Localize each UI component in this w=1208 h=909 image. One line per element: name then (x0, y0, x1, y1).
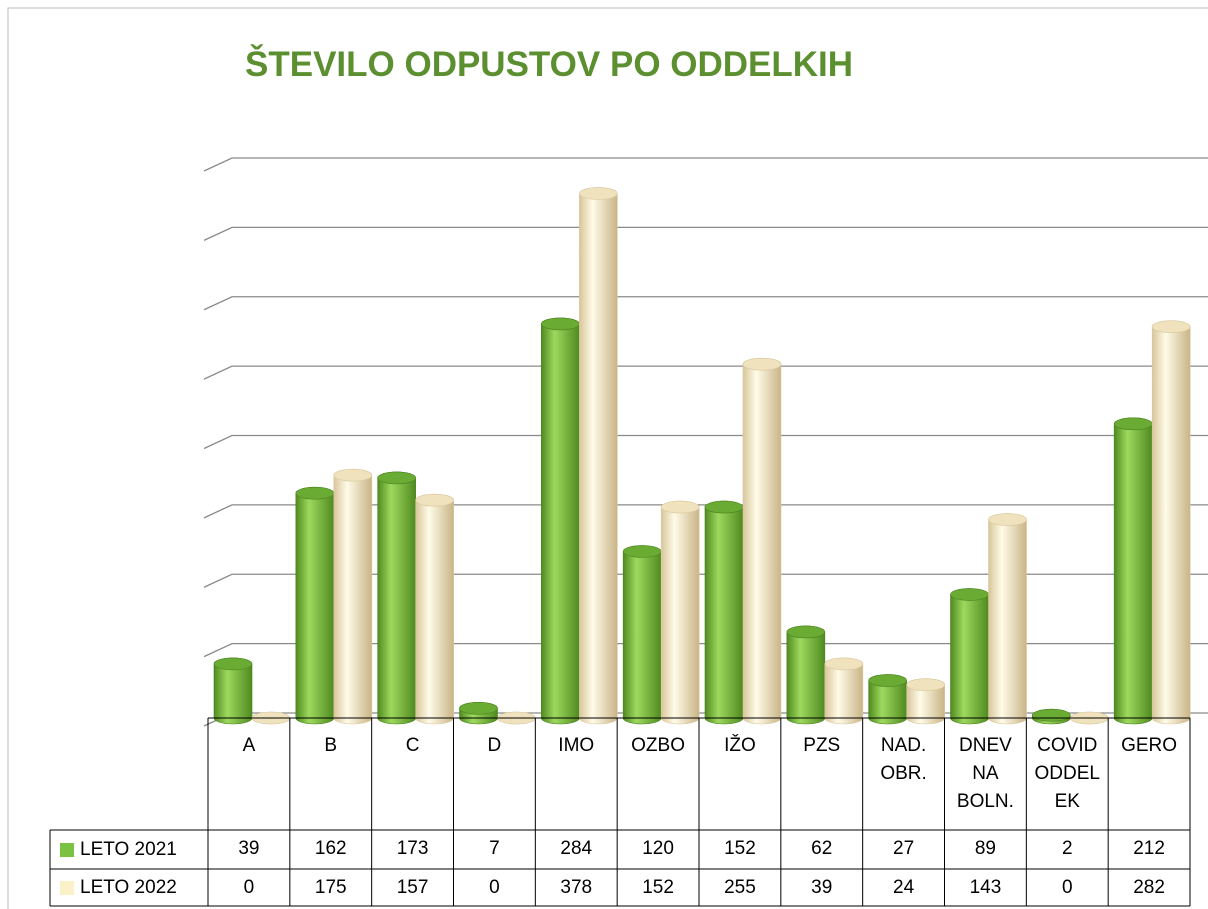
legend-swatch (60, 842, 74, 857)
bar-top (824, 657, 864, 671)
grid-line (203, 296, 1208, 311)
grid-line (203, 226, 1208, 241)
legend-label: LETO 2021 (80, 838, 177, 860)
chart-title: ŠTEVILO ODPUSTOV PO ODDELKIH (245, 44, 853, 84)
grid-line (203, 642, 1208, 658)
bar-top (415, 493, 454, 507)
bar-top (1151, 320, 1191, 334)
data-label: 157 (396, 877, 429, 898)
x-tick-label: C (405, 735, 420, 756)
legend-entry: LETO 2022 (50, 869, 208, 906)
bar-top (868, 674, 907, 687)
x-tick-label: IMO (558, 735, 595, 756)
x-tick-label: GERO (1121, 735, 1178, 756)
grid-line (203, 365, 1208, 380)
bar-top (333, 468, 373, 482)
data-label: 39 (238, 838, 260, 859)
bar (950, 588, 989, 725)
bar-top (786, 625, 826, 639)
x-tick-label: D (487, 735, 502, 756)
x-tick-label: IŽO (724, 735, 756, 756)
data-label: 284 (560, 838, 593, 859)
x-tick-label: COVID ODDELEK (1034, 735, 1100, 812)
legend-label: LETO 2022 (80, 876, 177, 898)
legend-entry: LETO 2021 (50, 830, 208, 869)
bar (415, 493, 454, 725)
bar-top (988, 513, 1027, 526)
bar (988, 513, 1027, 725)
data-label: 212 (1133, 838, 1165, 859)
bar-top (295, 486, 335, 500)
data-label: 282 (1133, 877, 1165, 898)
bar-top (377, 471, 416, 485)
bar (622, 545, 662, 725)
bar-top (213, 657, 253, 671)
data-label: 62 (811, 838, 833, 859)
data-label: 175 (314, 877, 347, 898)
data-label: 152 (724, 838, 756, 859)
bar-top (660, 500, 700, 514)
bar-top (459, 701, 498, 715)
bar (786, 625, 826, 725)
bar-top (742, 357, 782, 371)
data-label: 24 (893, 877, 915, 898)
bar (541, 317, 580, 725)
data-label: 2 (1061, 838, 1073, 859)
bar (333, 468, 373, 725)
bar-top (950, 588, 989, 601)
bar-top (1032, 708, 1071, 722)
data-label: 39 (811, 877, 833, 898)
bar-top (541, 317, 580, 331)
frame (7, 7, 1208, 909)
bar-top (579, 187, 618, 200)
grid-line (203, 157, 1208, 172)
bar (660, 500, 700, 725)
x-tick-label: B (324, 735, 338, 756)
data-label: 0 (243, 877, 255, 898)
bar (742, 357, 782, 725)
bar (579, 187, 618, 725)
data-label: 27 (893, 838, 915, 859)
bar (1151, 320, 1191, 725)
data-label: 255 (724, 877, 756, 898)
data-label: 120 (642, 838, 674, 859)
x-tick-label: DNEV NA BOLN. (956, 735, 1014, 812)
grid-line (203, 434, 1208, 450)
bar (377, 471, 416, 725)
data-label: 0 (1061, 877, 1073, 898)
bar-top (622, 545, 662, 558)
bar (1113, 417, 1153, 725)
data-label: 143 (969, 877, 1002, 898)
data-label: 152 (642, 877, 674, 898)
grid-line (203, 573, 1208, 588)
data-label: 7 (489, 838, 500, 859)
x-tick-label: OZBO (631, 735, 685, 756)
bar (295, 486, 335, 725)
data-label: 0 (489, 877, 500, 898)
x-tick-label: NAD. OBR. (880, 735, 927, 784)
data-label: 173 (396, 838, 429, 859)
x-tick-label: PZS (803, 735, 841, 756)
data-label: 89 (974, 838, 996, 859)
grid-line (203, 504, 1208, 519)
legend-swatch (60, 880, 74, 895)
x-tick-label: A (242, 735, 256, 756)
bar-top (704, 500, 744, 514)
bar-top (906, 678, 945, 692)
data-label: 162 (314, 838, 347, 859)
bar (704, 500, 744, 725)
bar-top (1113, 417, 1153, 431)
data-label: 378 (560, 877, 593, 898)
